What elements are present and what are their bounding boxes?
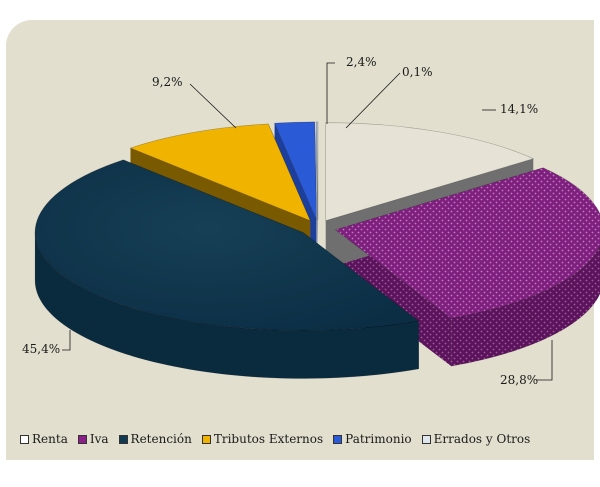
legend-label-tributos-externos: Tributos Externos	[213, 432, 324, 446]
leader-line-iva	[536, 340, 553, 381]
leader-line-retencion	[62, 330, 71, 351]
slice-patrimonio	[274, 121, 317, 221]
legend-label-renta: Renta	[32, 432, 68, 446]
data-label-patrimonio: 2,4%	[346, 55, 377, 69]
data-label-errados-y-otros: 0,1%	[402, 65, 433, 79]
legend: Renta Iva Retención Tributos Externos Pa…	[20, 432, 600, 446]
legend-item-patrimonio: Patrimonio	[333, 432, 412, 446]
legend-swatch-retencion	[118, 434, 128, 444]
legend-label-patrimonio: Patrimonio	[345, 432, 412, 446]
legend-label-retencion: Retención	[130, 432, 192, 446]
leader-line-tributos-externos	[189, 83, 237, 129]
legend-item-retencion: Retención	[118, 432, 192, 446]
legend-item-renta: Renta	[20, 432, 68, 446]
legend-label-iva: Iva	[89, 432, 109, 446]
legend-swatch-tributos-externos	[201, 434, 211, 444]
data-label-renta: 14,1%	[500, 102, 538, 116]
legend-swatch-errados-y-otros	[421, 434, 431, 444]
data-label-iva: 28,8%	[500, 373, 538, 387]
slice-errados-y-otros	[315, 121, 319, 220]
data-label-tributos-externos: 9,2%	[152, 75, 183, 89]
leader-line-errados-y-otros	[345, 72, 401, 129]
legend-swatch-iva	[77, 434, 87, 444]
slice-renta	[325, 122, 535, 222]
legend-item-tributos-externos: Tributos Externos	[201, 432, 324, 446]
slice-iva	[334, 167, 600, 319]
slice-wall-errados-y-otros	[316, 121, 318, 268]
leader-line-patrimonio	[326, 62, 335, 124]
data-label-retencion: 45,4%	[22, 342, 60, 356]
legend-item-errados-y-otros: Errados y Otros	[421, 432, 531, 446]
legend-item-iva: Iva	[77, 432, 109, 446]
legend-swatch-patrimonio	[333, 434, 343, 444]
legend-swatch-renta	[20, 434, 29, 444]
legend-label-errados-y-otros: Errados y Otros	[433, 432, 531, 446]
slice-tributos-externos	[129, 123, 311, 222]
slice-retencion	[34, 159, 420, 331]
